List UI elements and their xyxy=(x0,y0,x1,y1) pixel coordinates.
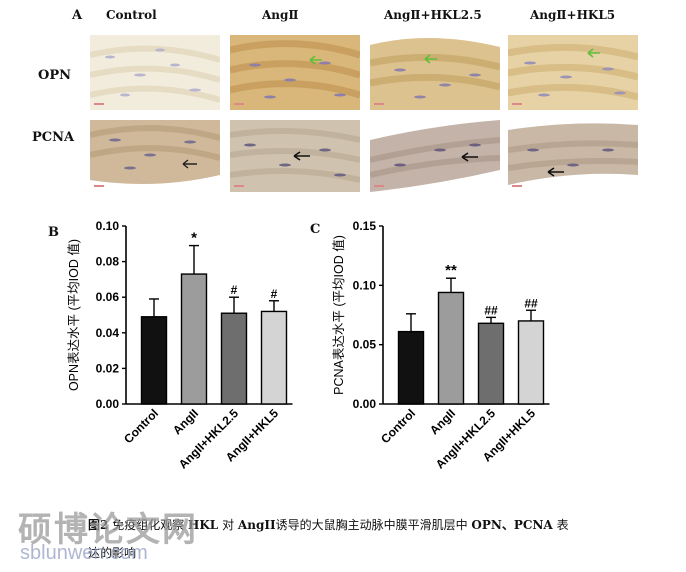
panel-c-label: C xyxy=(310,222,321,237)
micrograph-pcna-control xyxy=(90,120,220,192)
chart0-bar-3 xyxy=(260,310,288,405)
chart0-ytick-label: 0.00 xyxy=(96,397,120,411)
micrograph-opn-angii xyxy=(230,35,360,110)
chart0-bar-2 xyxy=(220,312,248,405)
chart0-significance-1: * xyxy=(191,230,197,247)
chart0-ytick-label: 0.10 xyxy=(96,219,120,233)
row-header-pcna: PCNA xyxy=(32,130,75,145)
chart1-bar-1 xyxy=(437,291,465,405)
micrograph-pcna-angii-hkl25 xyxy=(370,120,500,192)
chart-opn: 0.00 0.02 0.04 0.06 0.08 0.10 OPN表达水平 (平均IOD 值… xyxy=(60,210,310,480)
chart-pcna: 0.00 0.05 0.10 0.15 PCNA表达水平 (平均IOD 值) Contro… xyxy=(325,210,595,480)
chart1-significance-3: ## xyxy=(524,296,538,310)
chart0-bar-0 xyxy=(140,316,168,405)
chart0-bar-1 xyxy=(180,273,208,405)
micrograph-opn-angii-hkl25 xyxy=(370,35,500,110)
chart1-category-label-0: Control xyxy=(378,406,418,446)
watermark-url: sblunwen.com xyxy=(20,542,148,564)
chart1-ytick-label: 0.05 xyxy=(353,338,377,352)
caption-text-a: 免疫组化观察 xyxy=(112,518,185,532)
chart0-y-axis-title: OPN表达水平 (平均IOD 值) xyxy=(66,239,81,391)
caption-hkl: HKL xyxy=(188,518,219,532)
chart1-bar-3 xyxy=(517,320,545,405)
caption-angii: AngII xyxy=(237,518,276,532)
caption-markers: OPN、PCNA xyxy=(471,518,553,532)
panel-a-label: A xyxy=(72,8,83,23)
micrograph-pcna-angii xyxy=(230,120,360,192)
column-header-angii-hkl25: AngⅡ+HKL2.5 xyxy=(384,8,482,22)
chart0-significance-3: # xyxy=(271,287,278,301)
chart1-significance-1: ** xyxy=(445,262,457,279)
chart1-category-label-1: AngII xyxy=(427,406,458,437)
chart1-ytick-label: 0.15 xyxy=(353,219,377,233)
chart1-ytick-label: 0.10 xyxy=(353,278,377,292)
micrograph-pcna-angii-hkl5 xyxy=(508,120,638,192)
chart1-significance-2: ## xyxy=(484,303,498,317)
chart0-ytick-label: 0.02 xyxy=(96,361,120,375)
chart0-ytick-label: 0.04 xyxy=(96,326,120,340)
caption-fig-no: 图2 xyxy=(88,518,109,532)
column-header-angii: AngⅡ xyxy=(262,8,299,22)
chart0-category-label-1: AngII xyxy=(170,406,201,437)
column-header-control: Control xyxy=(106,8,157,22)
chart0-ytick-label: 0.08 xyxy=(96,255,120,269)
chart1-bar-0 xyxy=(397,330,425,405)
chart0-significance-2: # xyxy=(231,283,238,297)
watermark-brand: 硕博论文网 xyxy=(18,510,198,550)
chart0-ytick-label: 0.06 xyxy=(96,290,120,304)
micrograph-opn-control xyxy=(90,35,220,110)
caption-text-c: 诱导的大鼠胸主动脉中膜平滑肌层中 xyxy=(275,518,468,532)
chart1-y-axis-title: PCNA表达水平 (平均IOD 值) xyxy=(331,235,346,395)
figure-caption-line1: 图2 免疫组化观察 HKL 对 AngII诱导的大鼠胸主动脉中膜平滑肌层中 OP… xyxy=(88,516,569,533)
column-header-angii-hkl5: AngⅡ+HKL5 xyxy=(530,8,616,22)
micrograph-opn-angii-hkl5 xyxy=(508,35,638,110)
figure-caption-line2: 达的影响 xyxy=(88,546,137,560)
row-header-opn: OPN xyxy=(38,68,71,83)
chart1-bar-2 xyxy=(477,322,505,405)
caption-text-b: 对 xyxy=(222,518,235,532)
chart1-ytick-label: 0.00 xyxy=(353,397,377,411)
caption-text-d: 表 xyxy=(556,518,569,532)
panel-b-label: B xyxy=(48,225,59,240)
chart0-category-label-0: Control xyxy=(121,406,161,446)
